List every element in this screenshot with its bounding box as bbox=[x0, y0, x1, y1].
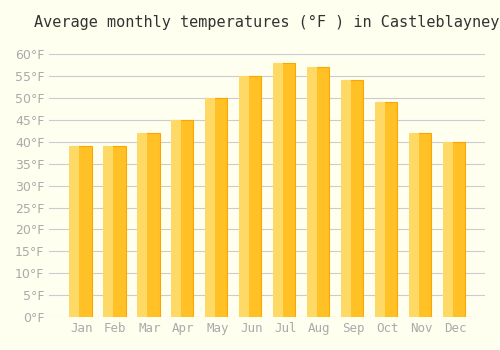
Bar bbox=[171, 120, 181, 317]
Bar bbox=[443, 142, 453, 317]
Bar bbox=[139, 133, 160, 317]
Title: Average monthly temperatures (°F ) in Castleblayney: Average monthly temperatures (°F ) in Ca… bbox=[34, 15, 500, 30]
Bar bbox=[71, 146, 92, 317]
Bar bbox=[375, 102, 385, 317]
Bar bbox=[307, 67, 317, 317]
Bar bbox=[411, 133, 431, 317]
Bar bbox=[105, 146, 126, 317]
Bar bbox=[205, 98, 215, 317]
Bar bbox=[173, 120, 194, 317]
Bar bbox=[207, 98, 228, 317]
Bar bbox=[309, 67, 330, 317]
Bar bbox=[377, 102, 398, 317]
Bar bbox=[341, 80, 351, 317]
Bar bbox=[343, 80, 363, 317]
Bar bbox=[103, 146, 114, 317]
Bar bbox=[445, 142, 465, 317]
Bar bbox=[241, 76, 262, 317]
Bar bbox=[137, 133, 147, 317]
Bar bbox=[239, 76, 249, 317]
Bar bbox=[275, 63, 295, 317]
Bar bbox=[273, 63, 283, 317]
Bar bbox=[409, 133, 419, 317]
Bar bbox=[69, 146, 80, 317]
